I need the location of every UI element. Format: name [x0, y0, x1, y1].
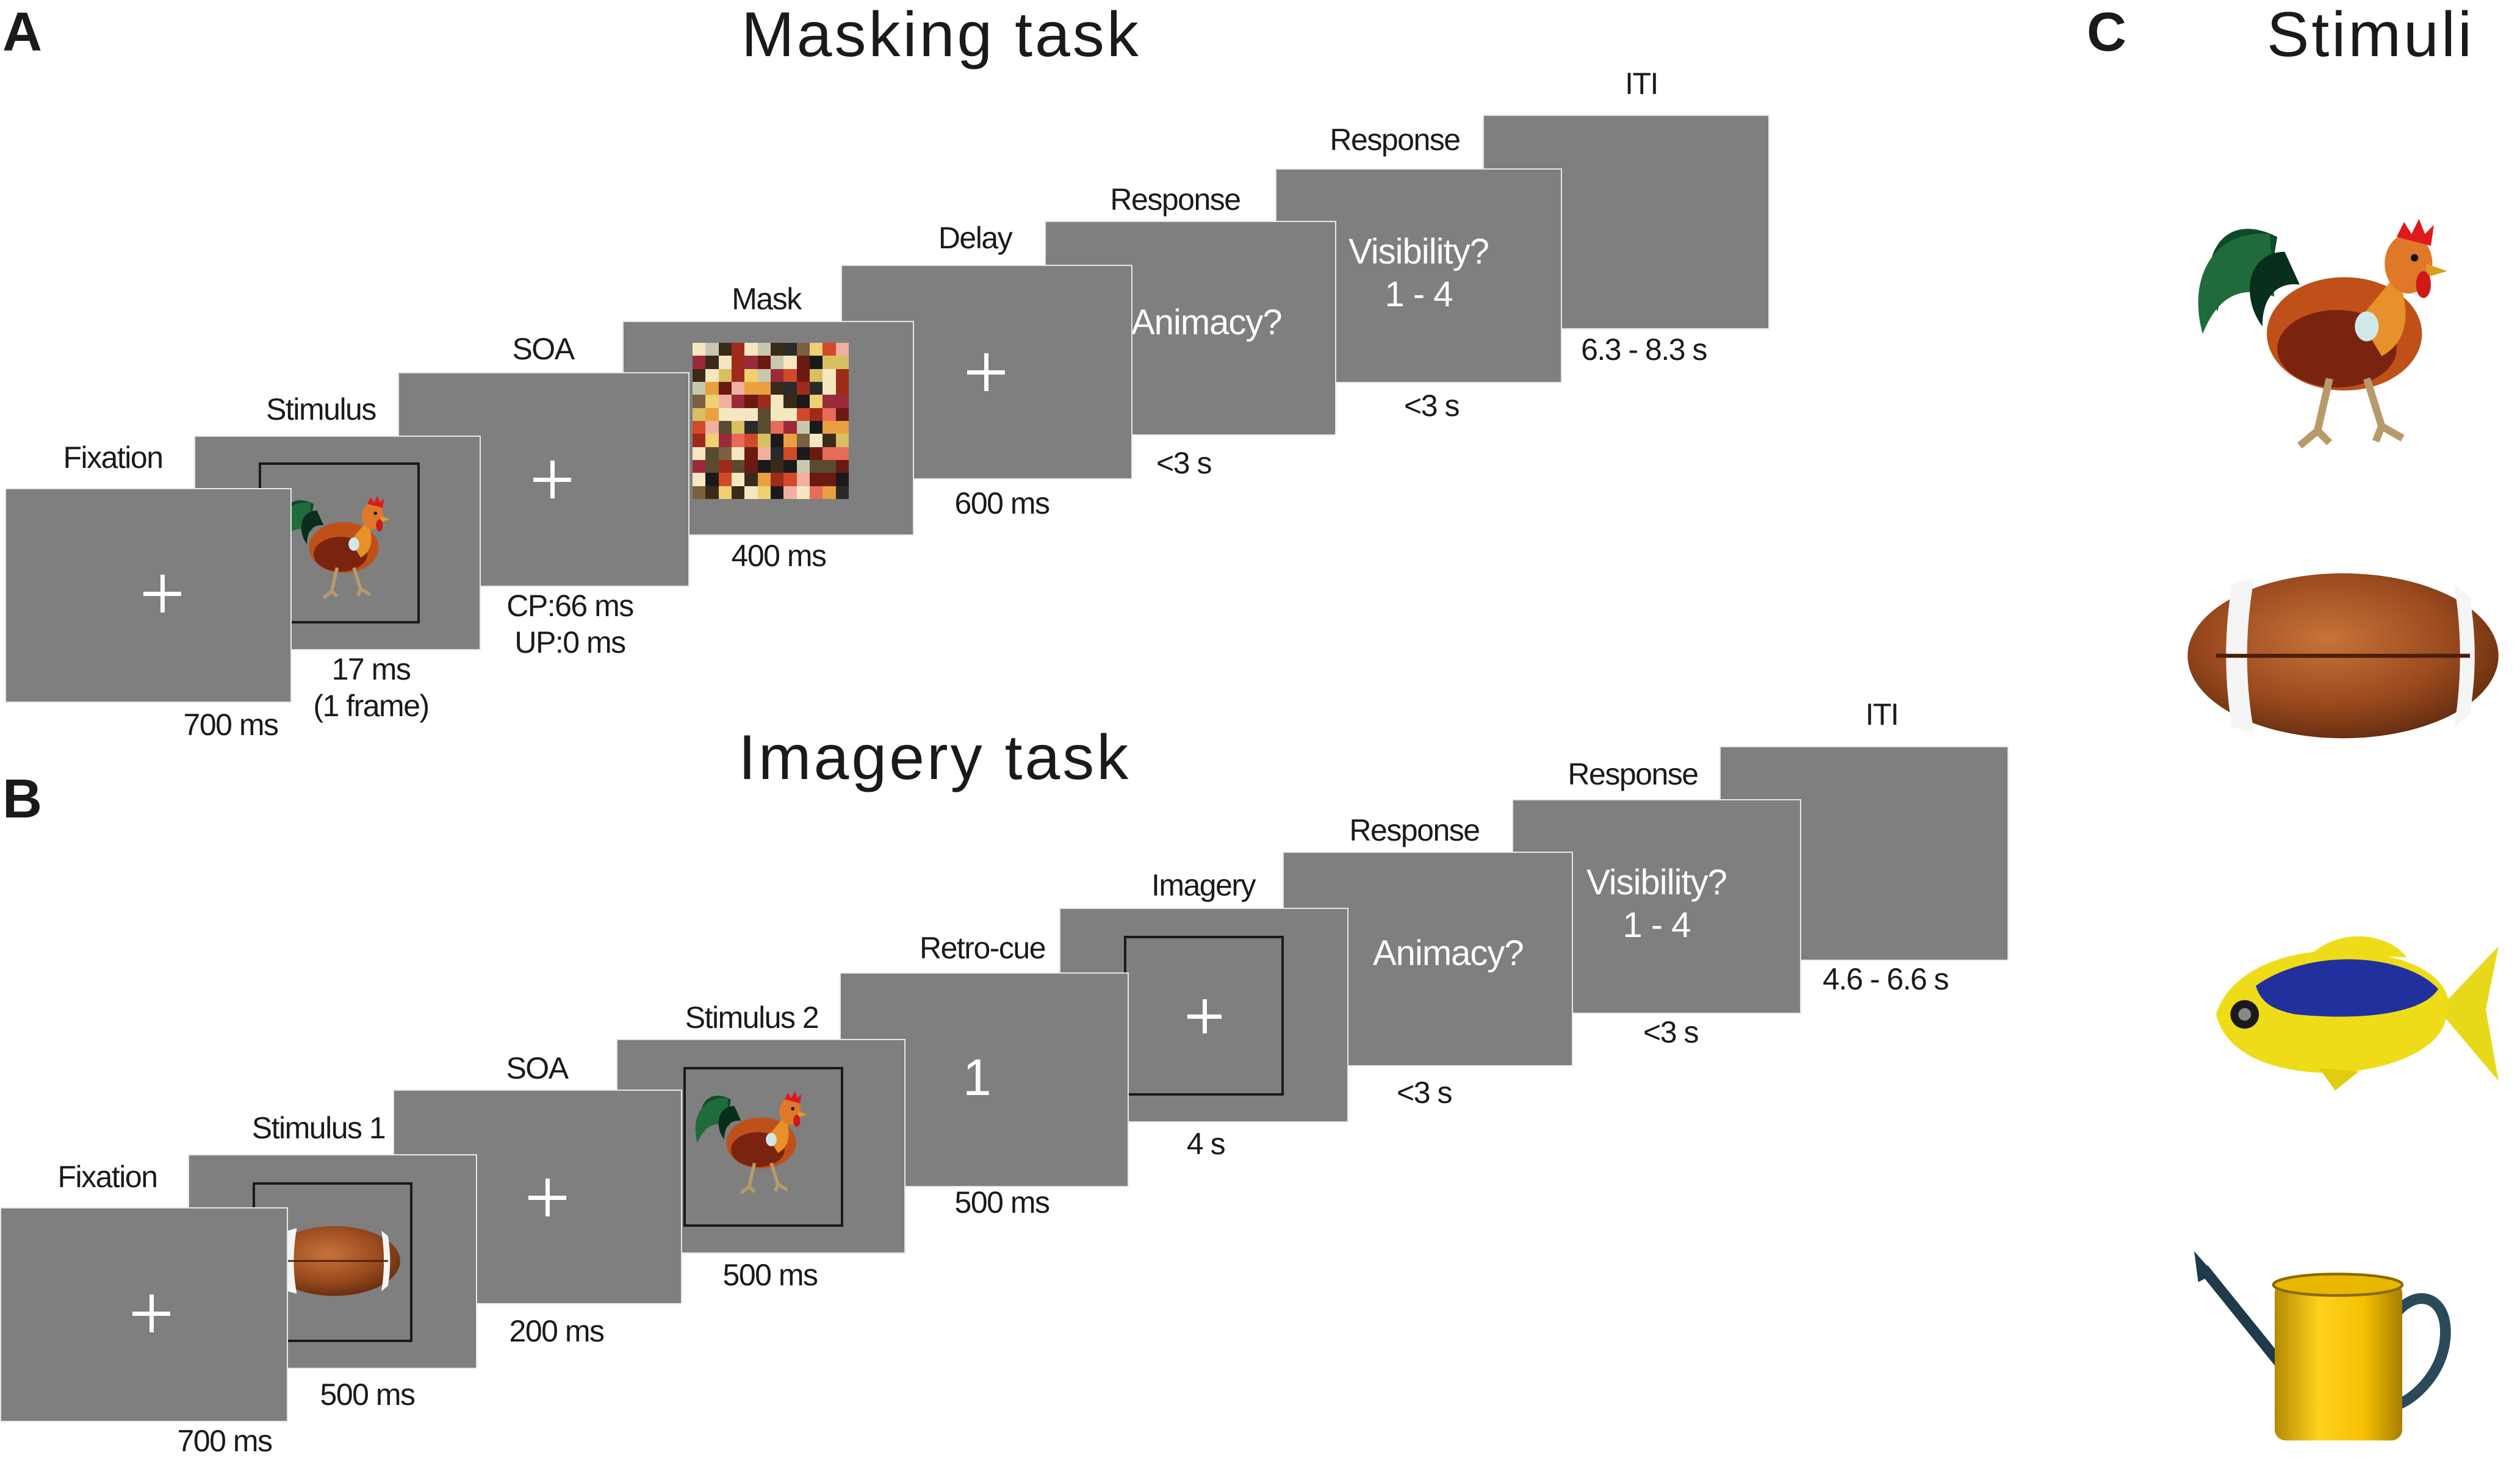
imagery-fixation-duration: 700 ms [177, 1424, 273, 1458]
masking-response1-label: Response [1110, 182, 1241, 217]
imagery-stimulus2-label: Stimulus 2 [685, 1000, 819, 1035]
imagery-imagery-duration: 4 s [1186, 1127, 1226, 1161]
imagery-stimulus1-duration: 500 ms [320, 1377, 416, 1412]
panel-letter-a: A [2, 2, 42, 63]
masking-delay-label: Delay [938, 221, 1013, 255]
fixation-cross-icon [143, 575, 181, 612]
masking-animacy-text: Animacy? [1131, 303, 1283, 342]
imagery-visibility-text: Visibility? 1 - 4 [1586, 863, 1727, 945]
masking-response2-duration: <3 s [1404, 389, 1460, 423]
imagery-response2-label: Response [1568, 757, 1699, 791]
imagery-response1-duration: <3 s [1397, 1076, 1452, 1110]
fixation-cross-icon [967, 353, 1005, 391]
masking-stimulus-label: Stimulus [266, 392, 376, 426]
imagery-imagery-label: Imagery [1151, 868, 1256, 902]
stimulus-frame [683, 1067, 843, 1227]
imagery-fixation-label: Fixation [57, 1160, 158, 1194]
stimulus-frame [1124, 936, 1284, 1096]
masking-stimulus-duration: 17 ms (1 frame) [313, 652, 430, 723]
imagery-stimulus2-duration: 500 ms [722, 1258, 818, 1292]
noise-mask-image [693, 343, 849, 499]
masking-fixation-screen [5, 488, 292, 703]
masking-mask-duration: 400 ms [731, 539, 827, 573]
masking-mask-label: Mask [732, 282, 802, 316]
panel-letter-b: B [2, 769, 42, 830]
masking-iti-label: ITI [1625, 66, 1658, 101]
rooster-stimulus-image [2178, 192, 2496, 461]
retrocue-number: 1 [963, 1049, 992, 1106]
stimuli-title: Stimuli [2267, 0, 2475, 70]
masking-soa-label: SOA [512, 332, 575, 366]
masking-fixation-label: Fixation [63, 440, 164, 475]
fixation-cross-icon [528, 1179, 566, 1216]
imagery-task-title: Imagery task [738, 722, 1131, 793]
masking-delay-duration: 600 ms [954, 486, 1050, 520]
imagery-stimulus1-label: Stimulus 1 [251, 1111, 386, 1145]
imagery-iti-duration: 4.6 - 6.6 s [1823, 962, 1949, 996]
imagery-iti-label: ITI [1865, 697, 1899, 731]
imagery-soa-label: SOA [506, 1051, 569, 1085]
imagery-response1-label: Response [1349, 813, 1480, 847]
imagery-response2-duration: <3 s [1643, 1015, 1699, 1049]
imagery-fixation-screen [0, 1207, 288, 1422]
imagery-retrocue-duration: 500 ms [954, 1185, 1050, 1219]
masking-iti-duration: 6.3 - 8.3 s [1581, 332, 1707, 367]
rooster-stimulus-image [691, 1079, 825, 1201]
panel-letter-c: C [2087, 2, 2126, 63]
masking-task-title: Masking task [741, 0, 1141, 70]
imagery-retrocue-label: Retro-cue [919, 931, 1046, 965]
fixation-cross-icon [1187, 999, 1222, 1033]
masking-soa-duration: CP:66 ms UP:0 ms [506, 589, 634, 659]
fixation-cross-icon [132, 1295, 170, 1332]
watering-can-stimulus-image [2187, 1244, 2456, 1446]
fixation-cross-icon [533, 461, 571, 498]
masking-response2-label: Response [1330, 123, 1461, 157]
fish-stimulus-image [2184, 918, 2502, 1101]
masking-visibility-text: Visibility? 1 - 4 [1348, 232, 1489, 314]
imagery-soa-duration: 200 ms [509, 1314, 605, 1348]
masking-response1-duration: <3 s [1156, 446, 1212, 480]
imagery-animacy-text: Animacy? [1373, 933, 1524, 973]
football-stimulus-image [2184, 564, 2502, 747]
masking-fixation-duration: 700 ms [183, 708, 279, 742]
rooster-stimulus-image [273, 483, 408, 605]
